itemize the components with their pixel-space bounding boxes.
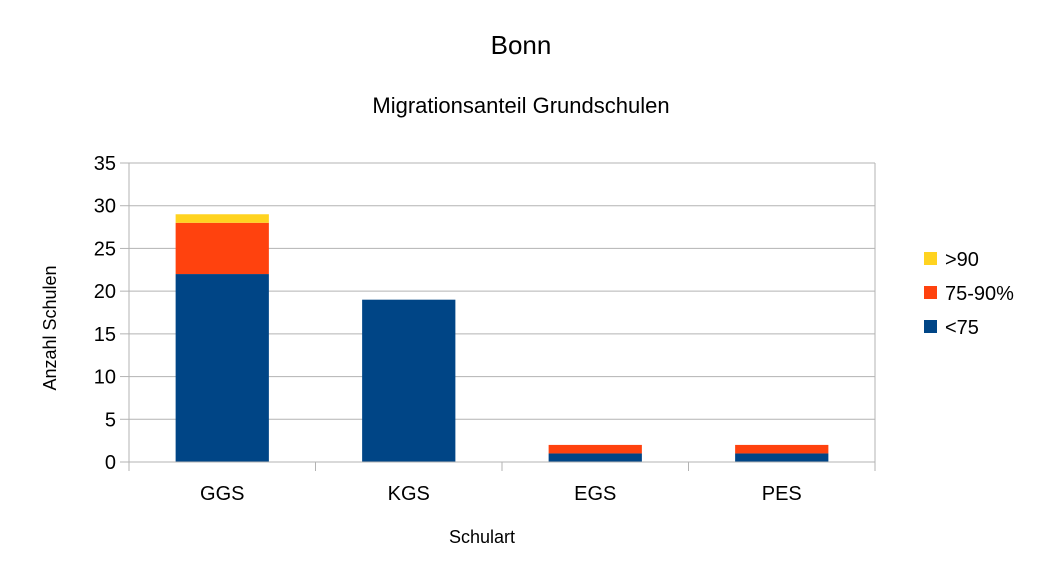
bar-segment <box>175 274 269 462</box>
y-tick-label: 15 <box>94 324 116 346</box>
y-tick-label: 20 <box>94 281 116 303</box>
y-tick-label: 30 <box>94 196 116 218</box>
bar-segment <box>735 453 829 462</box>
x-tick-label: KGS <box>388 483 430 505</box>
bars <box>175 214 829 462</box>
y-tick-label: 25 <box>94 238 116 260</box>
legend: >90 75-90% <75 <box>924 249 1014 339</box>
legend-label: 75-90% <box>945 283 1014 305</box>
legend-swatch <box>924 286 937 299</box>
x-tick-label: GGS <box>200 483 244 505</box>
bar-segment <box>548 444 642 454</box>
bar-segment <box>548 453 642 462</box>
x-axis-title: Schulart <box>449 527 515 547</box>
legend-label: >90 <box>945 249 979 271</box>
bar-segment <box>175 214 269 223</box>
y-tick-label: 10 <box>94 367 116 389</box>
y-tick-label: 5 <box>105 409 116 431</box>
x-tick-label: PES <box>762 483 802 505</box>
chart-title: Bonn <box>491 30 552 60</box>
legend-label: <75 <box>945 317 979 339</box>
y-tick-label: 0 <box>105 452 116 474</box>
bar-segment <box>175 222 269 275</box>
x-tick-labels: GGS KGS EGS PES <box>200 483 802 505</box>
y-tick-labels: 0 5 10 15 20 25 30 35 <box>94 153 116 474</box>
legend-swatch <box>924 252 937 265</box>
y-axis-title: Anzahl Schulen <box>40 265 60 390</box>
y-tick-label: 35 <box>94 153 116 175</box>
chart-subtitle: Migrationsanteil Grundschulen <box>372 93 669 118</box>
x-tick-label: EGS <box>574 483 616 505</box>
legend-swatch <box>924 320 937 333</box>
bar-segment <box>362 299 456 462</box>
axes <box>120 162 876 471</box>
bar-segment <box>735 444 829 454</box>
